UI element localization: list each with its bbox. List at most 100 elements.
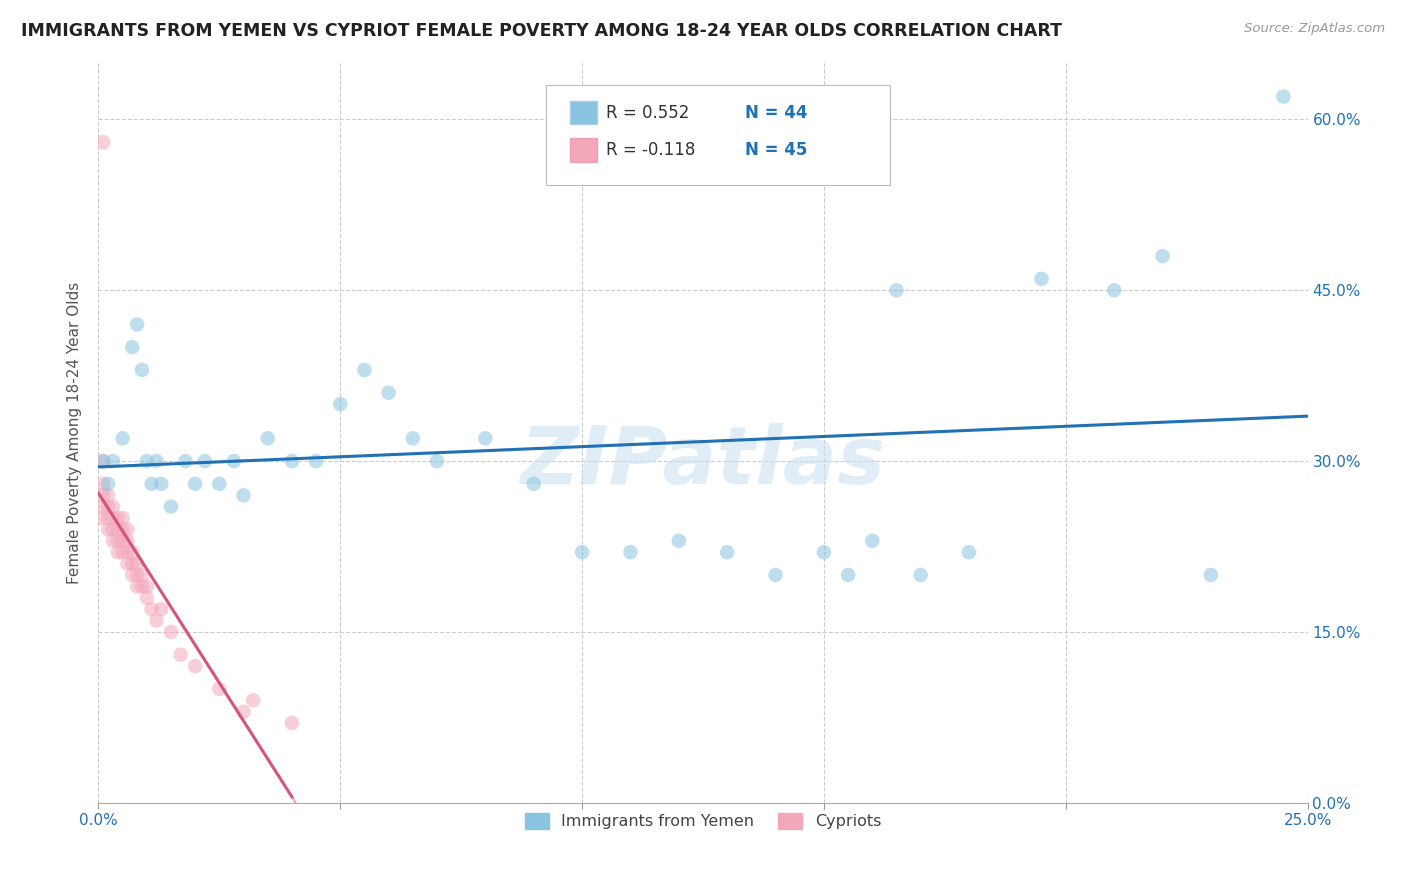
Point	[837, 568, 859, 582]
Point	[910, 568, 932, 582]
Point	[716, 545, 738, 559]
Point	[150, 476, 173, 491]
Point	[127, 579, 149, 593]
Point	[1199, 568, 1222, 582]
Text: IMMIGRANTS FROM YEMEN VS CYPRIOT FEMALE POVERTY AMONG 18-24 YEAR OLDS CORRELATIO: IMMIGRANTS FROM YEMEN VS CYPRIOT FEMALE …	[21, 22, 1062, 40]
Point	[111, 431, 134, 445]
Point	[107, 533, 129, 548]
Point	[886, 283, 908, 297]
Point	[765, 568, 787, 582]
Point	[222, 454, 245, 468]
Point	[668, 533, 690, 548]
Point	[1031, 272, 1053, 286]
Point	[97, 476, 120, 491]
Point	[256, 431, 278, 445]
Point	[117, 545, 139, 559]
Point	[90, 511, 112, 525]
FancyBboxPatch shape	[569, 138, 596, 161]
Point	[141, 476, 163, 491]
Text: Source: ZipAtlas.com: Source: ZipAtlas.com	[1244, 22, 1385, 36]
Point	[135, 454, 157, 468]
Point	[150, 602, 173, 616]
Point	[97, 523, 120, 537]
Point	[121, 568, 143, 582]
Point	[474, 431, 496, 445]
Point	[281, 454, 304, 468]
Point	[111, 545, 134, 559]
Text: N = 44: N = 44	[745, 103, 808, 121]
Point	[232, 705, 254, 719]
Point	[101, 533, 124, 548]
Point	[571, 545, 593, 559]
Text: ZIPatlas: ZIPatlas	[520, 423, 886, 501]
Point	[135, 591, 157, 605]
Point	[127, 557, 149, 571]
FancyBboxPatch shape	[569, 101, 596, 124]
Point	[111, 511, 134, 525]
Point	[97, 511, 120, 525]
Point	[117, 557, 139, 571]
Point	[353, 363, 375, 377]
Legend: Immigrants from Yemen, Cypriots: Immigrants from Yemen, Cypriots	[519, 806, 887, 836]
Point	[107, 511, 129, 525]
Point	[121, 557, 143, 571]
Point	[91, 500, 114, 514]
Point	[131, 363, 153, 377]
Point	[97, 500, 120, 514]
Point	[523, 476, 546, 491]
Point	[127, 318, 149, 332]
Point	[127, 568, 149, 582]
Point	[160, 500, 183, 514]
Point	[281, 716, 304, 731]
Point	[305, 454, 328, 468]
Point	[101, 511, 124, 525]
Point	[184, 659, 207, 673]
Point	[121, 340, 143, 354]
Point	[1272, 89, 1295, 103]
Point	[111, 533, 134, 548]
Point	[957, 545, 980, 559]
Point	[111, 523, 134, 537]
Point	[117, 523, 139, 537]
Point	[97, 488, 120, 502]
Point	[131, 579, 153, 593]
Point	[145, 454, 167, 468]
Point	[232, 488, 254, 502]
Point	[377, 385, 399, 400]
FancyBboxPatch shape	[546, 85, 890, 185]
Point	[141, 602, 163, 616]
Point	[107, 545, 129, 559]
Point	[117, 533, 139, 548]
Point	[91, 476, 114, 491]
Text: N = 45: N = 45	[745, 141, 807, 159]
Point	[194, 454, 217, 468]
Point	[121, 545, 143, 559]
Point	[107, 523, 129, 537]
Text: R = 0.552: R = 0.552	[606, 103, 689, 121]
Point	[101, 523, 124, 537]
Point	[426, 454, 449, 468]
Point	[184, 476, 207, 491]
Point	[242, 693, 264, 707]
Y-axis label: Female Poverty Among 18-24 Year Olds: Female Poverty Among 18-24 Year Olds	[67, 282, 83, 583]
Point	[402, 431, 425, 445]
Point	[169, 648, 191, 662]
Point	[160, 624, 183, 639]
Point	[91, 454, 114, 468]
Point	[91, 135, 114, 149]
Point	[135, 579, 157, 593]
Point	[174, 454, 197, 468]
Point	[131, 568, 153, 582]
Point	[91, 488, 114, 502]
Point	[101, 454, 124, 468]
Point	[619, 545, 641, 559]
Point	[91, 454, 114, 468]
Point	[208, 476, 231, 491]
Point	[329, 397, 352, 411]
Point	[813, 545, 835, 559]
Point	[145, 614, 167, 628]
Point	[101, 500, 124, 514]
Point	[1152, 249, 1174, 263]
Point	[208, 681, 231, 696]
Point	[1102, 283, 1125, 297]
